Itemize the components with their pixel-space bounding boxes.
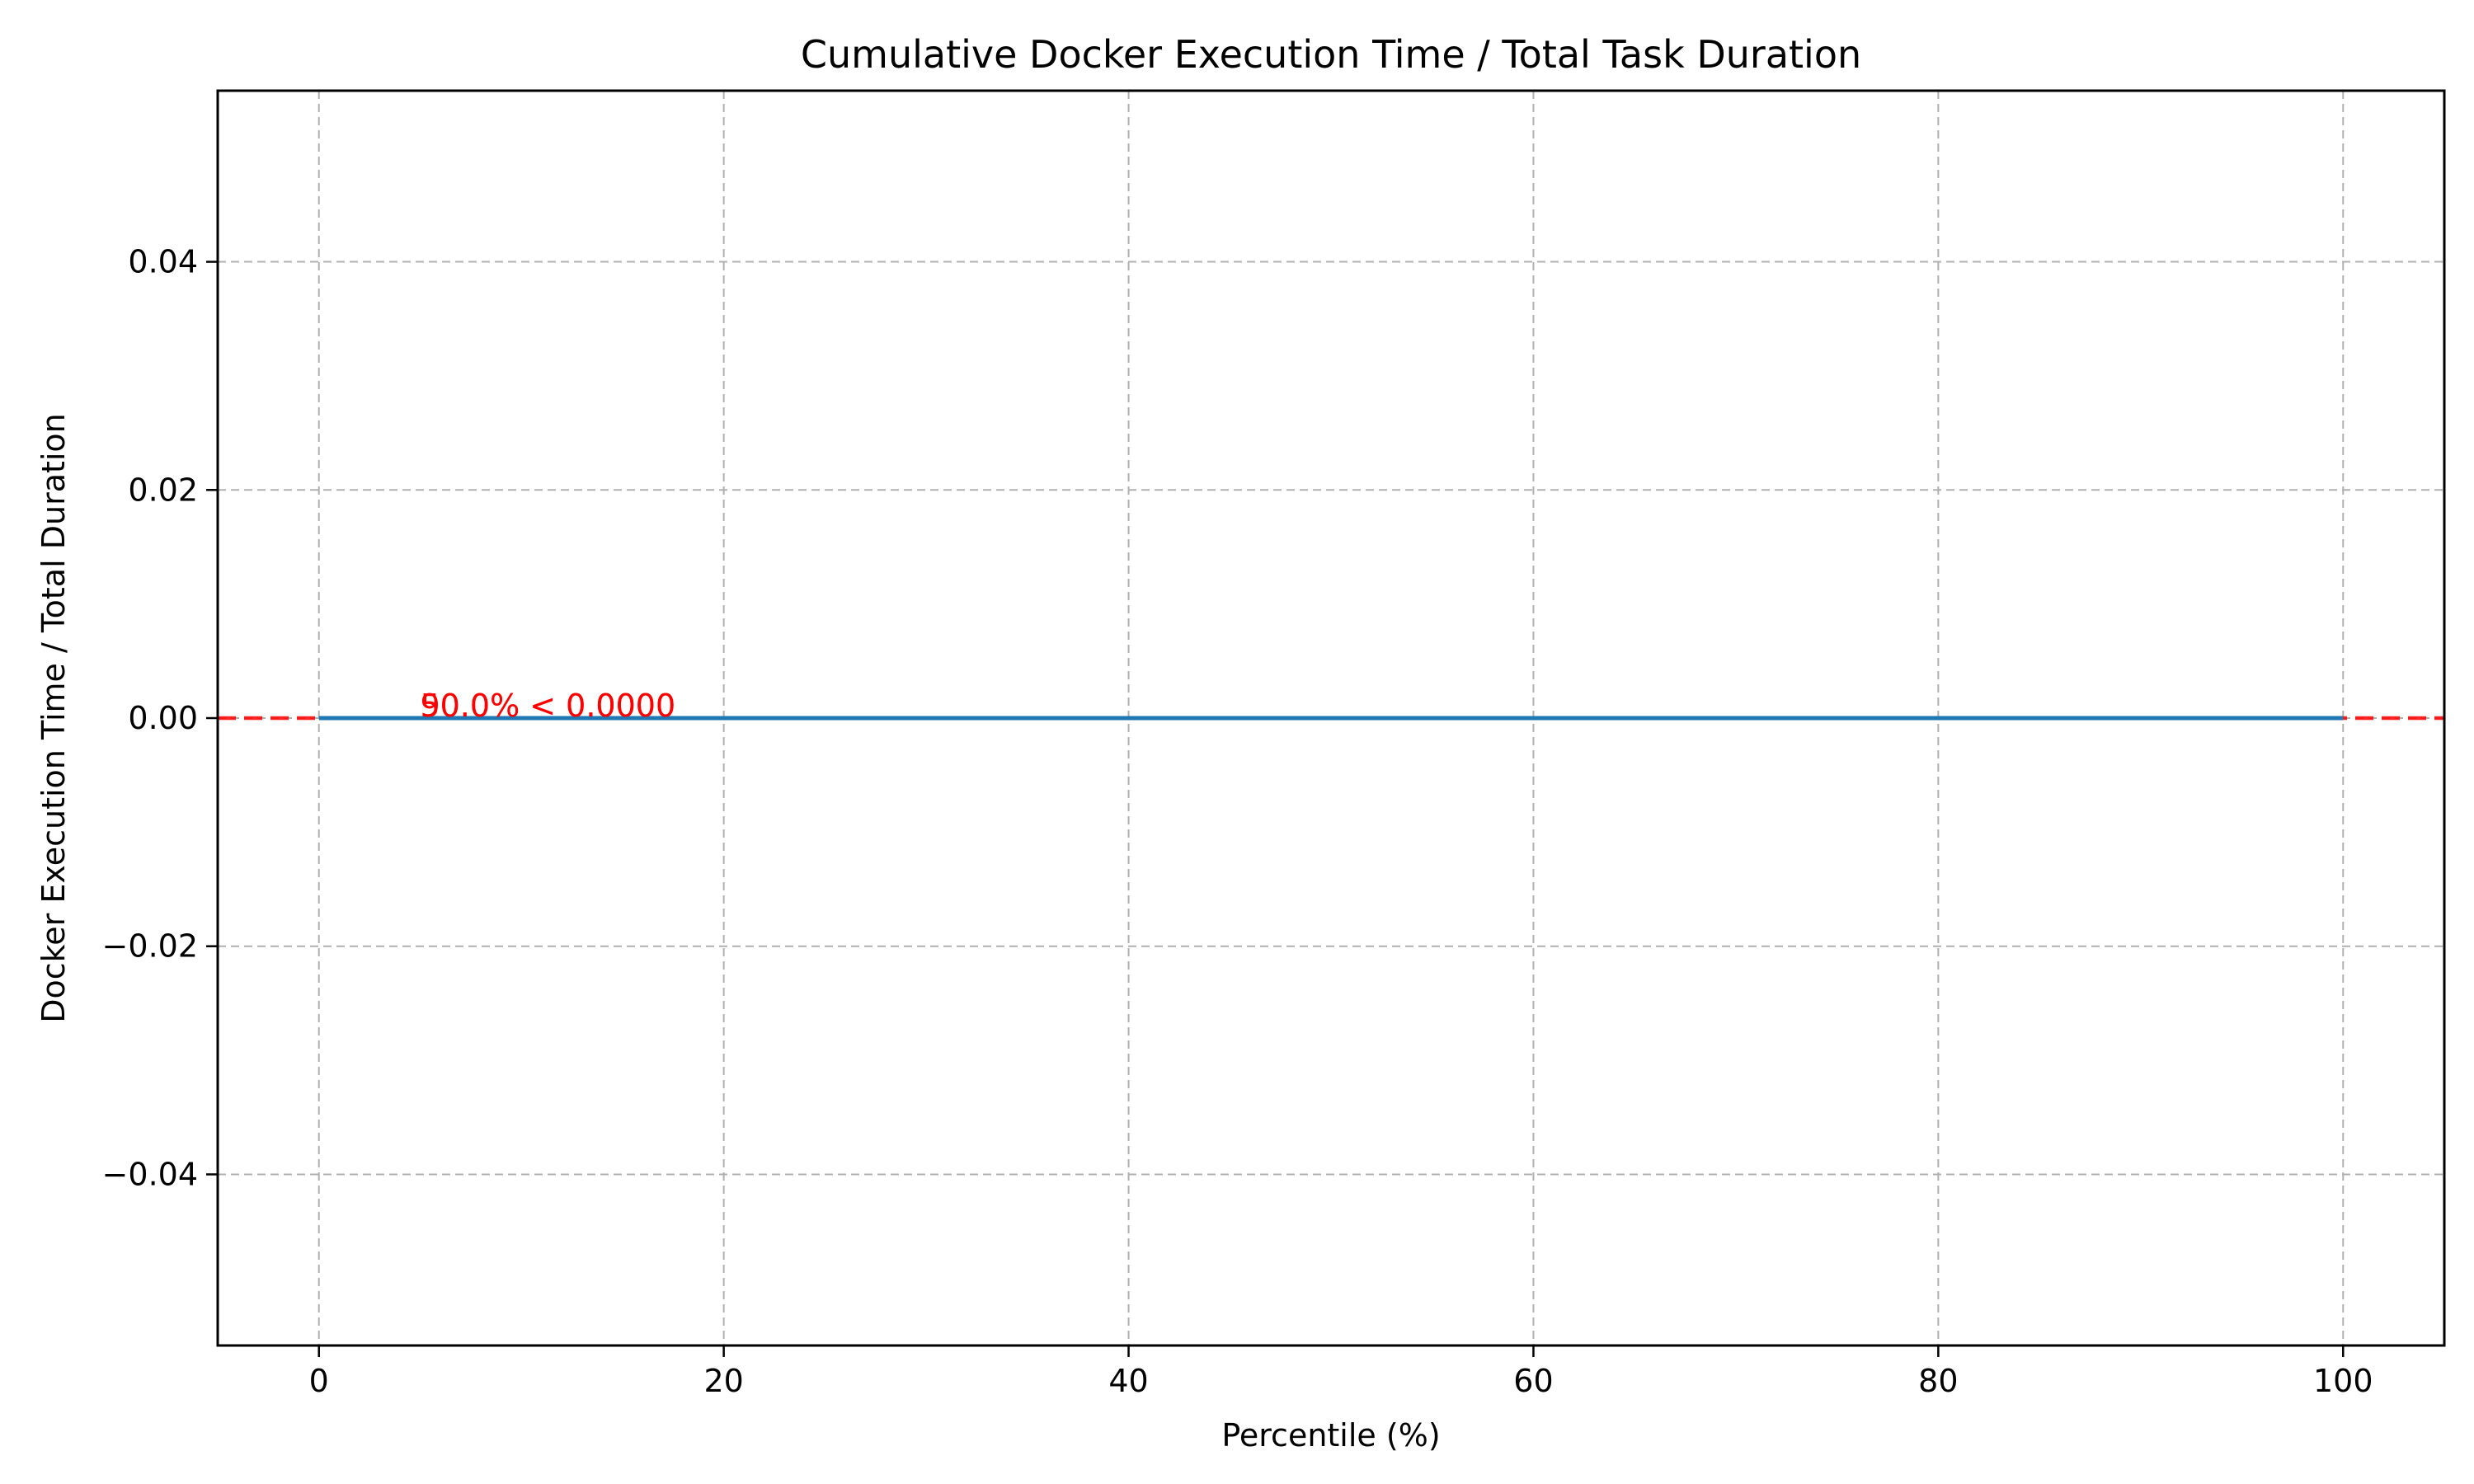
x-tick-label: 40 xyxy=(1108,1363,1148,1399)
x-tick-label: 60 xyxy=(1513,1363,1553,1399)
annotation-label: 50.0% < 0.0000 xyxy=(420,688,675,724)
y-tick-label: 0.04 xyxy=(128,244,198,280)
y-tick-label: 0.00 xyxy=(128,700,198,736)
y-axis-label: Docker Execution Time / Total Duration xyxy=(35,413,72,1023)
annotation-label: 90.0% < 0.0000 xyxy=(420,688,675,724)
x-tick-label: 100 xyxy=(2313,1363,2373,1399)
x-tick-label: 0 xyxy=(309,1363,329,1399)
y-axis-ticks: 0.04 0.02 0.00 −0.02 −0.04 xyxy=(102,244,218,1192)
x-axis-ticks: 0 20 40 60 80 100 xyxy=(309,1345,2373,1399)
y-tick-label: −0.02 xyxy=(102,928,198,965)
x-axis-label: Percentile (%) xyxy=(1221,1417,1440,1453)
y-tick-label: 0.02 xyxy=(128,472,198,508)
y-tick-label: −0.04 xyxy=(102,1156,198,1192)
x-tick-label: 20 xyxy=(703,1363,743,1399)
x-tick-label: 80 xyxy=(1918,1363,1958,1399)
chart-title: Cumulative Docker Execution Time / Total… xyxy=(801,32,1861,77)
plot-frame xyxy=(216,89,2446,1347)
